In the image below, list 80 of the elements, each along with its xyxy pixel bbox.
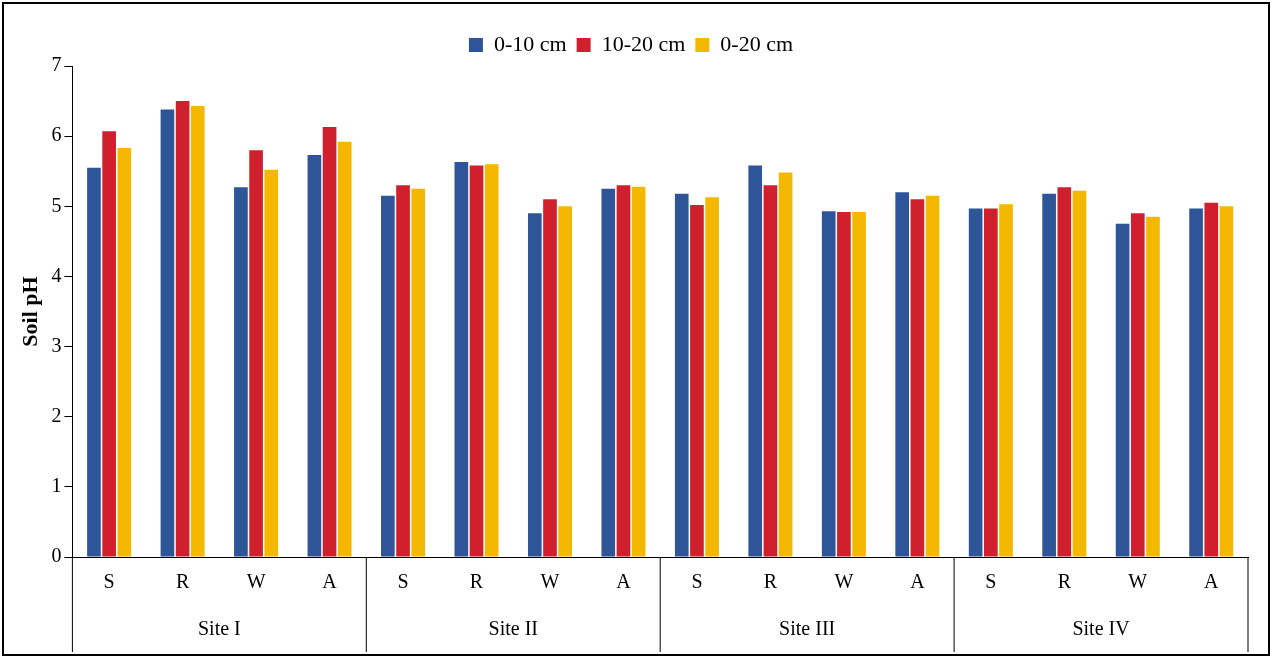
x-tick-label: S xyxy=(397,570,409,593)
bar xyxy=(190,105,205,557)
x-tick-label: W xyxy=(540,570,560,593)
bar xyxy=(102,131,116,557)
x-tick-label: R xyxy=(1057,570,1072,593)
bar xyxy=(1072,190,1087,557)
x-tick-label: A xyxy=(616,570,632,593)
bar xyxy=(469,165,484,557)
x-tick-label: S xyxy=(985,570,997,593)
bar xyxy=(249,150,263,557)
bar xyxy=(543,199,557,557)
bar xyxy=(1042,193,1056,557)
bar xyxy=(1204,202,1219,557)
bar xyxy=(674,193,689,557)
bar xyxy=(411,188,426,557)
bar xyxy=(748,165,763,557)
bar xyxy=(1189,208,1203,557)
bar xyxy=(117,148,132,557)
bar xyxy=(999,204,1013,557)
bar xyxy=(968,208,983,557)
bar xyxy=(1115,223,1130,557)
y-tick-label: 0 xyxy=(51,544,62,567)
bar xyxy=(910,199,925,557)
x-tick-label: A xyxy=(910,570,926,593)
x-tick-label: S xyxy=(691,570,703,593)
y-tick-label: 7 xyxy=(51,53,62,76)
bar xyxy=(631,186,646,557)
bar xyxy=(821,211,836,557)
legend-label: 10-20 cm xyxy=(601,30,686,56)
bar xyxy=(381,195,395,557)
bar xyxy=(160,109,175,557)
bar xyxy=(763,185,778,557)
bar xyxy=(87,167,101,557)
bar xyxy=(601,188,616,557)
y-tick-label: 5 xyxy=(51,193,62,216)
bar xyxy=(558,206,573,557)
bar xyxy=(1219,206,1234,557)
bar xyxy=(984,208,998,557)
legend-label: 0-10 cm xyxy=(493,30,567,56)
x-tick-label: W xyxy=(1128,570,1148,593)
x-tick-label: S xyxy=(103,570,115,593)
bar xyxy=(705,197,719,557)
bar xyxy=(322,127,337,557)
bar xyxy=(778,172,793,557)
x-tick-label: R xyxy=(763,570,778,593)
bar xyxy=(852,211,866,557)
bar xyxy=(690,204,704,557)
x-tick-label: W xyxy=(246,570,266,593)
y-tick-label: 1 xyxy=(51,474,62,497)
bar xyxy=(1130,213,1145,557)
bar xyxy=(307,155,322,557)
x-tick-label: R xyxy=(469,570,484,593)
bar xyxy=(337,141,352,557)
text: Site II xyxy=(488,617,538,640)
bar xyxy=(454,162,469,557)
legend-label: 0-20 cm xyxy=(720,30,794,56)
bar xyxy=(264,169,279,557)
text: Site III xyxy=(779,617,836,640)
bar xyxy=(895,192,910,557)
x-tick-label: W xyxy=(834,570,854,593)
text: Site I xyxy=(197,617,241,640)
bar xyxy=(234,187,248,557)
bar xyxy=(837,211,851,557)
bar xyxy=(396,185,410,557)
bar xyxy=(175,101,190,557)
y-axis-title: Soil pH xyxy=(16,276,42,347)
y-tick-label: 6 xyxy=(51,123,62,146)
x-tick-label: R xyxy=(175,570,190,593)
bar xyxy=(925,195,940,557)
text: Site IV xyxy=(1072,617,1131,640)
x-tick-label: A xyxy=(1204,570,1220,593)
bar xyxy=(616,185,631,557)
bar xyxy=(1146,216,1160,557)
bar xyxy=(484,164,499,557)
bar xyxy=(1057,187,1072,557)
bar xyxy=(527,213,542,557)
y-tick-label: 2 xyxy=(51,403,62,426)
x-tick-label: A xyxy=(322,570,338,593)
y-tick-label: 3 xyxy=(51,333,62,356)
y-tick-label: 4 xyxy=(51,263,62,286)
